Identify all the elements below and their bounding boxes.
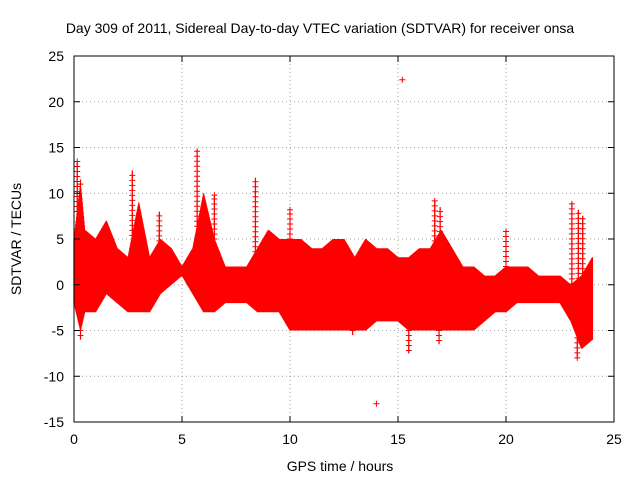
outlier-point (287, 206, 293, 213)
point-marker (129, 172, 136, 179)
data-band (73, 184, 594, 349)
point-marker (579, 215, 586, 222)
x-tick-label: 5 (178, 431, 186, 447)
x-tick-label: 15 (390, 431, 406, 447)
y-tick-label: 0 (56, 277, 64, 293)
y-tick-label: 5 (56, 231, 64, 247)
point-marker (194, 148, 201, 155)
point-marker (574, 354, 581, 361)
y-tick-label: -15 (44, 414, 64, 430)
point-marker (436, 337, 443, 344)
outlier-point (211, 192, 218, 199)
y-tick-label: -5 (52, 323, 65, 339)
y-tick-label: 20 (48, 94, 64, 110)
x-axis-label: GPS time / hours (287, 458, 394, 474)
point-marker (77, 181, 84, 188)
point-marker (74, 158, 81, 165)
x-tick-label: 10 (282, 431, 298, 447)
y-tick-label: 15 (48, 140, 64, 156)
outlier-point (373, 400, 380, 407)
x-tick-label: 0 (70, 431, 78, 447)
point-marker (252, 178, 259, 185)
y-tick-label: 25 (48, 48, 64, 64)
outlier-point (399, 76, 406, 83)
point-marker (405, 347, 412, 354)
y-tick-label: -10 (44, 368, 64, 384)
point-marker (156, 212, 163, 219)
x-tick-label: 20 (498, 431, 514, 447)
data-layer (73, 76, 594, 407)
point-marker (431, 197, 438, 204)
point-marker (349, 327, 356, 334)
point-marker (568, 200, 575, 207)
point-marker (77, 332, 84, 339)
y-axis-label: SDTVAR / TECUs (8, 183, 24, 295)
tick-layer: 0 5 10 15 20 25 -15 -10 -5 0 5 10 15 20 25 (44, 48, 622, 447)
grid-layer (74, 56, 614, 422)
point-marker (437, 208, 444, 215)
x-tick-label: 25 (606, 431, 622, 447)
chart-title: Day 309 of 2011, Sidereal Day-to-day VTE… (66, 20, 575, 36)
y-tick-label: 10 (48, 185, 64, 201)
point-marker (575, 210, 582, 217)
point-marker (503, 228, 509, 235)
